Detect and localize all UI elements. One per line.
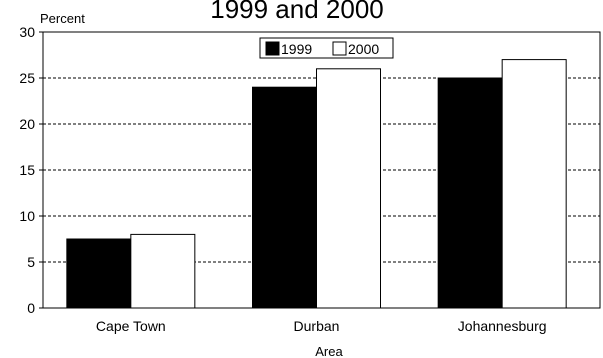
legend-label-2000: 2000 (348, 41, 379, 57)
x-category-label: Durban (294, 318, 340, 334)
x-category-label: Cape Town (96, 318, 166, 334)
legend-box (259, 37, 394, 59)
legend: 1999 2000 (259, 37, 394, 59)
legend-swatch-2000 (332, 41, 347, 56)
y-tick-label-10: 10 (19, 208, 35, 224)
y-tick-label-15: 15 (19, 162, 35, 178)
bar-2000-johannesburg (501, 59, 567, 309)
bars (66, 59, 567, 309)
y-tick-label-20: 20 (19, 116, 35, 132)
bar-1999-johannesburg (437, 77, 503, 309)
y-axis-ticks: 0 5 10 15 20 25 30 (19, 24, 43, 316)
chart-title: 1999 and 2000 (210, 0, 384, 24)
bar-2000-cape-town (130, 233, 196, 309)
legend-swatch-1999 (265, 41, 280, 56)
bar-1999-cape-town (66, 238, 132, 309)
y-tick-label-30: 30 (19, 24, 35, 40)
bar-1999-durban (252, 86, 317, 309)
y-tick-label-5: 5 (27, 254, 35, 270)
x-axis-categories: Cape Town Durban Johannesburg (96, 318, 547, 334)
y-axis-label: Percent (40, 11, 85, 26)
x-category-label: Johannesburg (458, 318, 547, 334)
y-tick-label-0: 0 (27, 300, 35, 316)
legend-label-1999: 1999 (281, 41, 312, 57)
plot-frame (42, 31, 601, 309)
y-tick-label-25: 25 (19, 70, 35, 86)
x-axis-label: Area (315, 344, 343, 358)
bar-2000-durban (316, 68, 381, 309)
